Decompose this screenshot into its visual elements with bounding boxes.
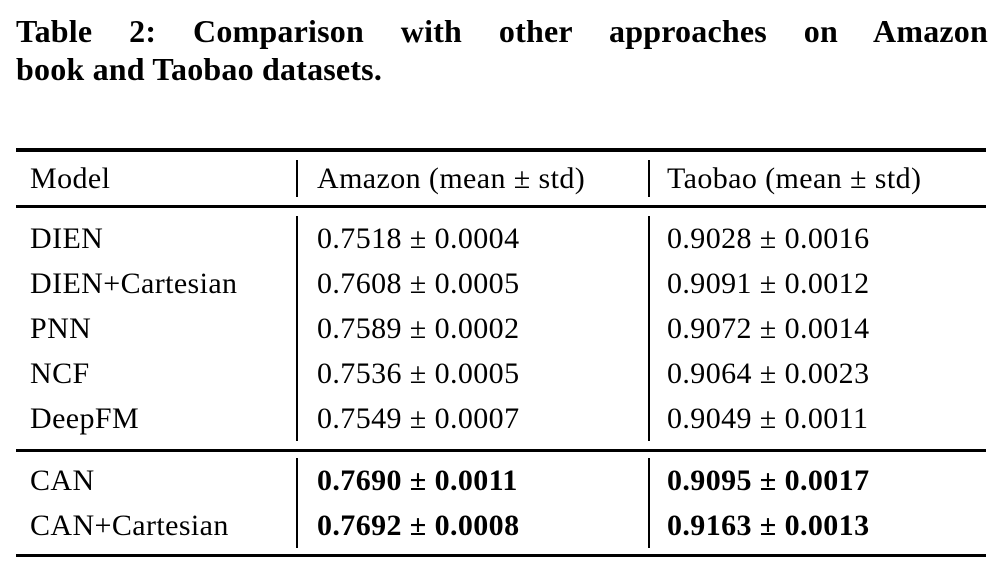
table-row: NCF 0.7536 ± 0.0005 0.9064 ± 0.0023 xyxy=(16,351,986,396)
amazon-value-cell: 0.7692 ± 0.0008 xyxy=(296,503,648,548)
table-row: DeepFM 0.7549 ± 0.0007 0.9049 ± 0.0011 xyxy=(16,396,986,441)
amazon-value-cell: 0.7690 ± 0.0011 xyxy=(296,458,648,503)
table-header-row: Model Amazon (mean ± std) Taobao (mean ±… xyxy=(16,148,986,208)
taobao-value-cell: 0.9028 ± 0.0016 xyxy=(648,216,986,261)
table-caption: Table 2: Comparison with other approache… xyxy=(16,12,988,88)
model-cell: CAN+Cartesian xyxy=(30,509,229,542)
caption-line-2: book and Taobao datasets. xyxy=(16,51,383,87)
amazon-value-cell: 0.7589 ± 0.0002 xyxy=(296,306,648,351)
amazon-value-cell: 0.7518 ± 0.0004 xyxy=(296,216,648,261)
column-header-amazon: Amazon (mean ± std) xyxy=(296,160,648,197)
model-cell: CAN xyxy=(30,464,95,497)
table-row: DIEN+Cartesian 0.7608 ± 0.0005 0.9091 ± … xyxy=(16,261,986,306)
table-group-baselines: DIEN 0.7518 ± 0.0004 0.9028 ± 0.0016 DIE… xyxy=(16,208,986,452)
table-row: PNN 0.7589 ± 0.0002 0.9072 ± 0.0014 xyxy=(16,306,986,351)
caption-line-1: Table 2: Comparison with other approache… xyxy=(16,13,988,49)
model-cell: PNN xyxy=(30,312,92,345)
amazon-value-cell: 0.7536 ± 0.0005 xyxy=(296,351,648,396)
model-cell: DIEN xyxy=(30,222,104,255)
model-cell: DeepFM xyxy=(30,402,140,435)
paper-page: Table 2: Comparison with other approache… xyxy=(0,12,1004,576)
table-row: CAN 0.7690 ± 0.0011 0.9095 ± 0.0017 xyxy=(16,458,986,503)
column-header-model: Model xyxy=(30,162,111,195)
table-row: CAN+Cartesian 0.7692 ± 0.0008 0.9163 ± 0… xyxy=(16,503,986,548)
model-cell: DIEN+Cartesian xyxy=(30,267,238,300)
results-table: Model Amazon (mean ± std) Taobao (mean ±… xyxy=(16,148,986,557)
taobao-value-cell: 0.9091 ± 0.0012 xyxy=(648,261,986,306)
taobao-value-cell: 0.9163 ± 0.0013 xyxy=(648,503,986,548)
column-header-taobao: Taobao (mean ± std) xyxy=(648,160,986,197)
amazon-value-cell: 0.7549 ± 0.0007 xyxy=(296,396,648,441)
table-row: DIEN 0.7518 ± 0.0004 0.9028 ± 0.0016 xyxy=(16,216,986,261)
model-cell: NCF xyxy=(30,357,90,390)
table-group-proposed: CAN 0.7690 ± 0.0011 0.9095 ± 0.0017 CAN+… xyxy=(16,452,986,557)
amazon-value-cell: 0.7608 ± 0.0005 xyxy=(296,261,648,306)
taobao-value-cell: 0.9095 ± 0.0017 xyxy=(648,458,986,503)
taobao-value-cell: 0.9064 ± 0.0023 xyxy=(648,351,986,396)
taobao-value-cell: 0.9072 ± 0.0014 xyxy=(648,306,986,351)
taobao-value-cell: 0.9049 ± 0.0011 xyxy=(648,396,986,441)
